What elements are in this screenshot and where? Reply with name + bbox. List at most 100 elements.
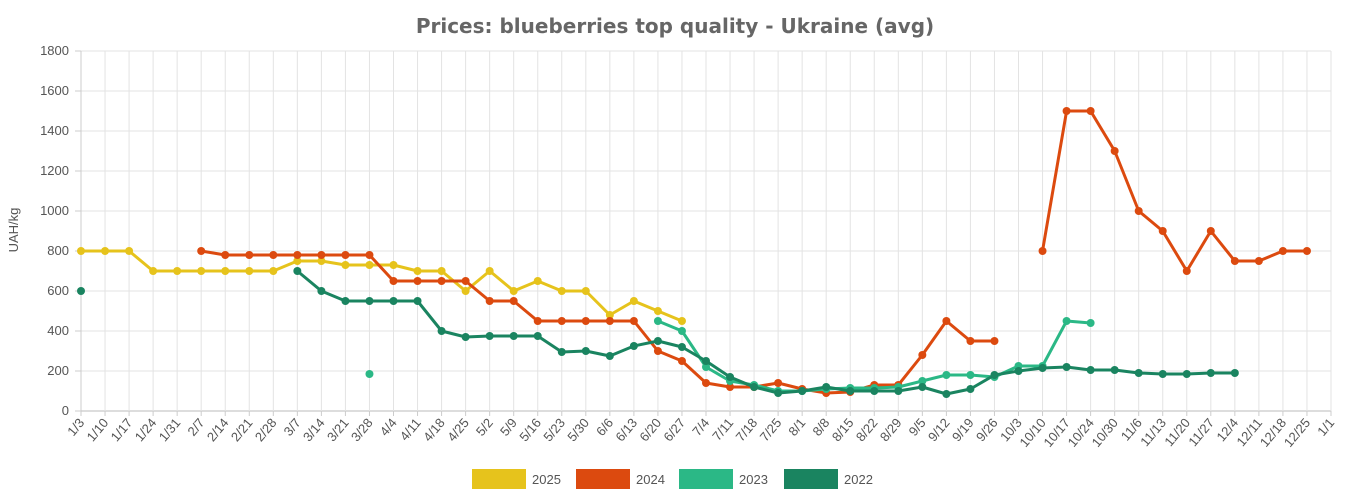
data-point[interactable] (653, 317, 662, 325)
data-point[interactable] (605, 352, 614, 360)
data-point[interactable] (1134, 369, 1143, 377)
data-point[interactable] (389, 277, 398, 285)
data-point[interactable] (918, 383, 927, 391)
data-point[interactable] (1278, 247, 1287, 255)
data-point[interactable] (605, 311, 614, 319)
data-point[interactable] (1110, 366, 1119, 374)
data-point[interactable] (317, 257, 326, 265)
data-point[interactable] (629, 342, 638, 350)
data-point[interactable] (365, 370, 374, 378)
data-point[interactable] (245, 251, 254, 259)
data-point[interactable] (822, 383, 831, 391)
data-point[interactable] (677, 357, 686, 365)
data-point[interactable] (918, 351, 927, 359)
data-point[interactable] (990, 371, 999, 379)
data-point[interactable] (966, 371, 975, 379)
data-point[interactable] (1062, 317, 1071, 325)
data-point[interactable] (389, 297, 398, 305)
legend-item-2023[interactable]: 2023 (679, 469, 768, 489)
data-point[interactable] (293, 257, 302, 265)
data-point[interactable] (750, 383, 759, 391)
data-point[interactable] (1038, 364, 1047, 372)
data-point[interactable] (966, 337, 975, 345)
data-point[interactable] (894, 387, 903, 395)
data-point[interactable] (509, 287, 518, 295)
data-point[interactable] (101, 247, 110, 255)
data-point[interactable] (293, 251, 302, 259)
data-point[interactable] (221, 251, 230, 259)
legend-item-2024[interactable]: 2024 (576, 469, 665, 489)
data-point[interactable] (629, 317, 638, 325)
data-point[interactable] (533, 277, 542, 285)
data-point[interactable] (461, 333, 470, 341)
data-point[interactable] (413, 277, 422, 285)
data-point[interactable] (485, 267, 494, 275)
data-point[interactable] (413, 267, 422, 275)
data-point[interactable] (846, 387, 855, 395)
data-point[interactable] (726, 383, 735, 391)
data-point[interactable] (485, 297, 494, 305)
data-point[interactable] (581, 347, 590, 355)
data-point[interactable] (341, 297, 350, 305)
data-point[interactable] (509, 297, 518, 305)
data-point[interactable] (581, 287, 590, 295)
data-point[interactable] (966, 385, 975, 393)
data-point[interactable] (1182, 267, 1191, 275)
data-point[interactable] (557, 317, 566, 325)
data-point[interactable] (269, 267, 278, 275)
data-point[interactable] (389, 261, 398, 269)
data-point[interactable] (726, 373, 735, 381)
legend-item-2025[interactable]: 2025 (472, 469, 561, 489)
data-point[interactable] (702, 363, 710, 371)
data-point[interactable] (1182, 370, 1191, 378)
data-point[interactable] (197, 267, 206, 275)
data-point[interactable] (1230, 369, 1239, 377)
data-point[interactable] (269, 251, 278, 259)
data-point[interactable] (557, 348, 566, 356)
data-point[interactable] (629, 297, 638, 305)
data-point[interactable] (1206, 369, 1215, 377)
data-point[interactable] (702, 379, 710, 387)
data-point[interactable] (365, 251, 374, 259)
data-point[interactable] (1086, 107, 1095, 115)
data-point[interactable] (774, 389, 783, 397)
data-point[interactable] (1254, 257, 1263, 265)
data-point[interactable] (870, 387, 879, 395)
data-point[interactable] (437, 267, 446, 275)
data-point[interactable] (677, 317, 686, 325)
data-point[interactable] (1110, 147, 1119, 155)
data-point[interactable] (653, 337, 662, 345)
data-point[interactable] (798, 387, 807, 395)
data-point[interactable] (533, 317, 542, 325)
data-point[interactable] (653, 347, 662, 355)
data-point[interactable] (341, 251, 350, 259)
data-point[interactable] (1158, 370, 1167, 378)
data-point[interactable] (942, 390, 951, 398)
data-point[interactable] (1302, 247, 1311, 255)
data-point[interactable] (365, 297, 374, 305)
data-point[interactable] (942, 371, 951, 379)
data-point[interactable] (533, 332, 542, 340)
data-point[interactable] (990, 337, 999, 345)
data-point[interactable] (653, 307, 662, 315)
data-point[interactable] (125, 247, 134, 255)
data-point[interactable] (1086, 319, 1095, 327)
data-point[interactable] (605, 317, 614, 325)
data-point[interactable] (1062, 363, 1071, 371)
data-point[interactable] (677, 343, 686, 351)
data-point[interactable] (702, 357, 710, 365)
data-point[interactable] (197, 247, 206, 255)
data-point[interactable] (77, 247, 85, 255)
data-point[interactable] (149, 267, 158, 275)
data-point[interactable] (557, 287, 566, 295)
data-point[interactable] (341, 261, 350, 269)
data-point[interactable] (1086, 366, 1095, 374)
data-point[interactable] (774, 379, 783, 387)
data-point[interactable] (461, 287, 470, 295)
data-point[interactable] (365, 261, 374, 269)
data-point[interactable] (1062, 107, 1071, 115)
data-point[interactable] (1206, 227, 1215, 235)
data-point[interactable] (221, 267, 230, 275)
data-point[interactable] (1134, 207, 1143, 215)
data-point[interactable] (317, 287, 326, 295)
